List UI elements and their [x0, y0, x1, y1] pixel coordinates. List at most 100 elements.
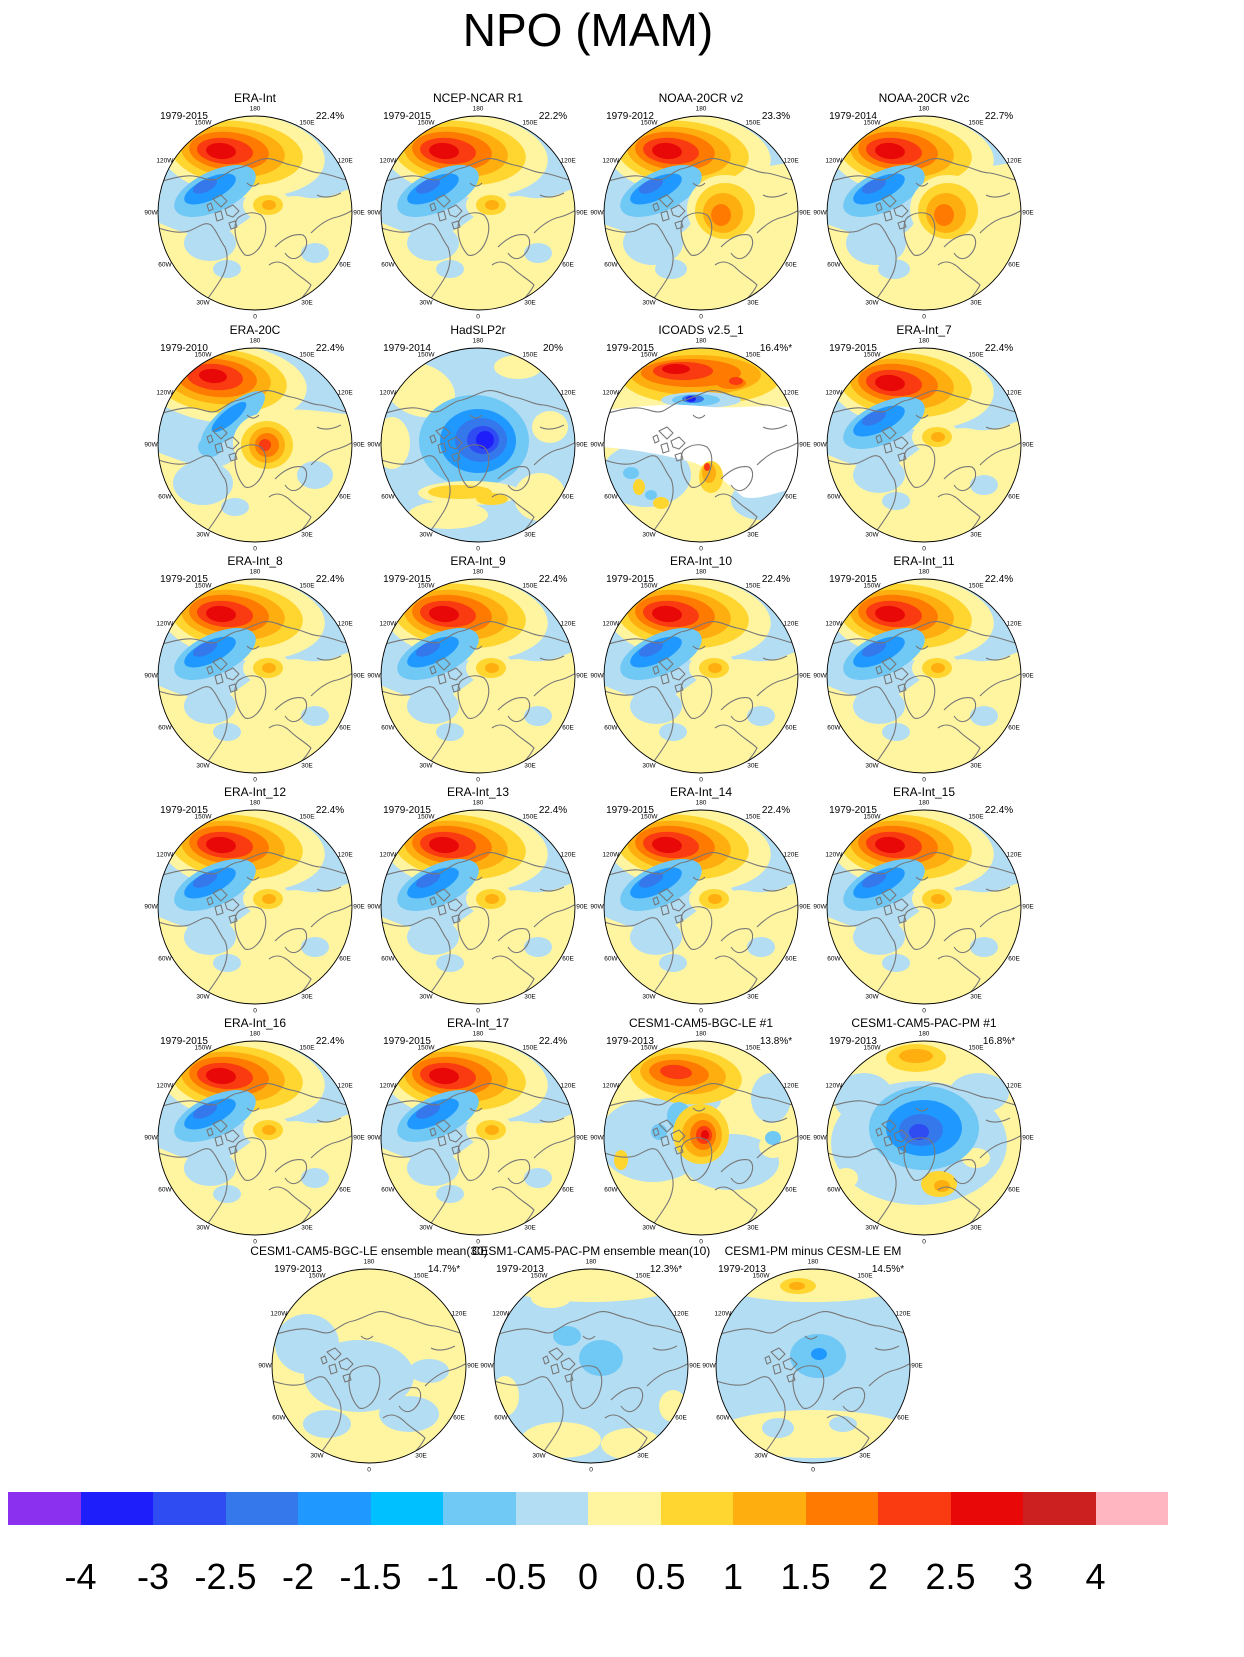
anomaly-contour — [485, 200, 499, 210]
colorbar-swatch-14 — [950, 1492, 1023, 1525]
anomaly-contour — [213, 1185, 241, 1203]
coastline — [451, 683, 461, 693]
coastline — [875, 665, 883, 675]
lon-label: 150W — [641, 582, 659, 589]
coastline — [206, 1127, 214, 1137]
coastline — [491, 955, 535, 1000]
lon-label: 30W — [754, 1453, 768, 1460]
lon-label: 150E — [968, 1044, 984, 1051]
anomaly-contour — [747, 937, 775, 957]
panel-variance-17: 22.4% — [315, 1036, 345, 1047]
lon-label: 120W — [156, 158, 174, 165]
polar-map-10: 180 150E 120E 90E 60E 30E 0 30W 60W 90W 120W 150W — [367, 569, 588, 784]
coastline — [316, 886, 342, 892]
coastline — [451, 914, 461, 924]
lon-label: 0 — [699, 1008, 703, 1015]
coastline — [469, 182, 483, 187]
map-boundary — [603, 1040, 799, 1236]
anomaly-contour — [853, 457, 905, 493]
coastline — [674, 1145, 684, 1155]
lon-label: 30W — [196, 763, 210, 770]
lon-label: 0 — [476, 1008, 480, 1015]
anomaly-contour — [192, 641, 218, 657]
anomaly-contour — [173, 461, 233, 505]
colorbar-swatch-4 — [225, 1492, 298, 1525]
coastline — [228, 220, 238, 230]
panel-variance-3: 23.3% — [761, 111, 791, 122]
lon-label: 120E — [784, 621, 800, 628]
coastline — [897, 1145, 907, 1155]
lon-label: 30W — [642, 763, 656, 770]
lon-label: 60W — [827, 956, 841, 963]
lon-label: 120W — [270, 1311, 288, 1318]
colorbar-label: 1.5 — [780, 1556, 831, 1597]
coastline — [437, 904, 447, 916]
map-boundary — [271, 1268, 467, 1464]
map-panel-19: CESM1-CAM5-BGC-LE #1 1979-2013 13.8%* 180 15… — [551, 1012, 851, 1262]
coastline — [310, 902, 352, 928]
anomaly-contour — [184, 919, 236, 955]
colorbar — [8, 1492, 1168, 1525]
coastline — [539, 192, 565, 198]
lon-label: 60W — [827, 494, 841, 501]
anomaly-contour — [524, 706, 552, 726]
lon-label: 150W — [418, 351, 436, 358]
coastline — [881, 426, 897, 440]
coastline — [670, 667, 686, 681]
lon-label: 120E — [674, 1311, 690, 1318]
panel-title-16: ERA-Int_15 — [892, 785, 956, 799]
anomaly-contour — [301, 243, 329, 263]
lon-label: 90W — [590, 1135, 604, 1142]
coastline — [206, 665, 214, 675]
anomaly-contour — [789, 1282, 805, 1290]
lon-label: 90E — [1022, 1135, 1034, 1142]
anomaly-contour — [262, 894, 276, 904]
anomaly-contour — [184, 225, 236, 261]
coastline — [228, 683, 238, 693]
lon-label: 60W — [158, 494, 172, 501]
panel-variance-16: 22.4% — [984, 805, 1014, 816]
coastline — [214, 210, 224, 222]
panel-period-12: 1979-2015 — [829, 574, 877, 585]
lon-label: 0 — [699, 546, 703, 553]
anomaly-contour — [436, 1185, 464, 1203]
coastline — [604, 621, 798, 647]
anomaly-contour — [524, 243, 552, 263]
lon-label: 150E — [635, 1272, 651, 1279]
anomaly-contour — [834, 1168, 858, 1188]
anomaly-contour — [653, 497, 669, 509]
panel-period-17: 1979-2015 — [160, 1036, 208, 1047]
coastline — [670, 898, 686, 912]
coastline — [674, 914, 684, 924]
map-boundary — [157, 809, 353, 1005]
coastline — [827, 621, 1021, 647]
coastline — [893, 436, 909, 450]
map-boundary — [380, 578, 576, 774]
coastline — [658, 657, 674, 671]
map-boundary — [826, 809, 1022, 1005]
panel-period-8: 1979-2015 — [829, 343, 877, 354]
lon-label: 90E — [1022, 210, 1034, 217]
anomaly-contour — [633, 479, 645, 495]
anomaly-contour — [436, 723, 464, 741]
lon-label: 30W — [419, 1225, 433, 1232]
polar-map-1: 180 150E 120E 90E 60E 30E 0 30W 60W 90W 120W 150W — [144, 106, 365, 321]
map-boundary — [157, 347, 353, 543]
coastline — [692, 876, 706, 881]
panel-variance-19: 13.8%* — [759, 1036, 793, 1047]
lon-label: 180 — [696, 106, 707, 113]
lon-label: 0 — [811, 1467, 815, 1474]
panel-variance-13: 22.4% — [315, 805, 345, 816]
colorbar-swatch-16 — [1095, 1492, 1168, 1525]
lon-label: 30W — [310, 1453, 324, 1460]
coastline — [660, 673, 670, 685]
panel-variance-10: 22.4% — [538, 574, 568, 585]
anomaly-contour — [645, 490, 657, 500]
coastline — [206, 896, 214, 906]
lon-label: 150W — [864, 351, 882, 358]
anomaly-contour — [262, 663, 276, 673]
colorbar-label: 0.5 — [635, 1556, 686, 1597]
anomaly-contour — [729, 377, 743, 385]
lon-label: 180 — [473, 338, 484, 345]
lon-label: 90W — [702, 1363, 716, 1370]
